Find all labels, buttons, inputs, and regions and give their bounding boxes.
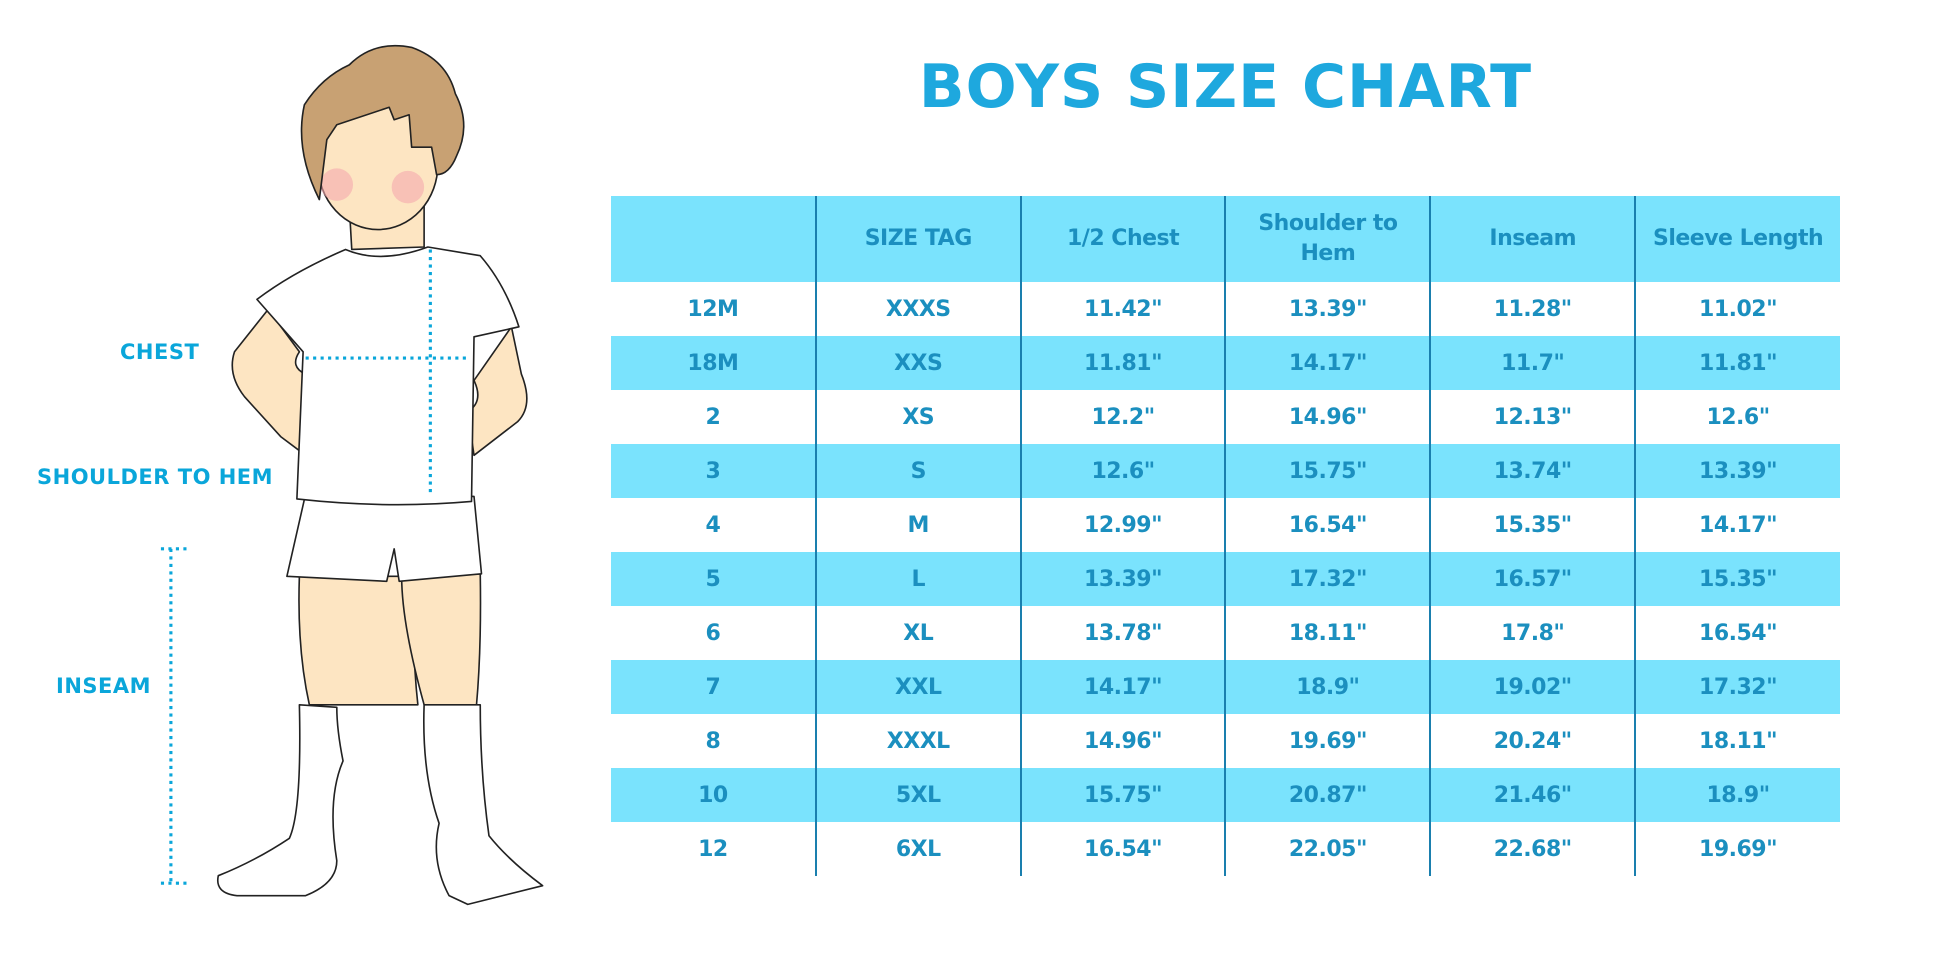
header-cell: SIZE TAG [814,196,1021,282]
table-cell: 8 [705,728,721,754]
table-cell: 22.68" [1429,822,1636,876]
hair [300,44,465,201]
table-cell: 16.54" [1634,606,1840,660]
table-cell: 16.54" [1224,498,1431,552]
header-cell: Inseam [1429,196,1636,282]
header-cell: 1/2 Chest [1019,196,1226,282]
right-arm [466,326,528,457]
t-shirt [256,246,520,506]
table-cell: 18.9" [1224,660,1431,714]
table-cell: 13.39" [1634,444,1840,498]
table-cell: 11.81" [1634,336,1840,390]
table-header-row: SIZE TAG 1/2 Chest Shoulder to Hem Insea… [611,196,1840,282]
table-cell: 10 [611,768,816,822]
table-cell: 12.2" [1019,390,1226,444]
table-row: 18M XXS 11.81" 14.17" 11.7" 11.81" [611,336,1840,390]
table-cell: 11.28" [1429,282,1636,336]
table-cell: 20.24" [1429,714,1636,768]
table-cell: 15.35" [1429,498,1636,552]
table-cell: 13.39" [1019,552,1226,606]
table-cell: 12 [698,836,728,862]
table-cell: 12.6" [1634,390,1840,444]
table-cell: 18.9" [1634,768,1840,822]
table-row: 7 XXL 14.17" 18.9" 19.02" 17.32" [611,660,1840,714]
table-cell: XXXL [814,714,1021,768]
table-cell: 17.32" [1224,552,1431,606]
table-cell: 14.96" [1019,714,1226,768]
table-cell: S [814,444,1021,498]
right-sock [423,703,544,906]
table-cell: 6 [705,620,721,646]
table-cell: 14.17" [1019,660,1226,714]
table-row: 3 S 12.6" 15.75" 13.74" 13.39" [611,444,1840,498]
table-cell: 16.54" [1019,822,1226,876]
table-cell: 21.46" [1429,768,1636,822]
table-cell: 14.96" [1224,390,1431,444]
header-cell: Sleeve Length [1634,196,1840,282]
table-cell: 18.11" [1224,606,1431,660]
table-cell: 19.69" [1224,714,1431,768]
table-cell: 11.7" [1429,336,1636,390]
table-row: 8 XXXL 14.96" 19.69" 20.24" 18.11" [611,714,1840,768]
table-cell: L [814,552,1021,606]
table-cell: 7 [611,660,816,714]
table-cell: M [814,498,1021,552]
table-cell: 11.02" [1634,282,1840,336]
table-cell: 13.39" [1224,282,1431,336]
table-row: 5 L 13.39" 17.32" 16.57" 15.35" [611,552,1840,606]
table-cell: 4 [705,512,721,538]
left-arm [231,308,307,457]
table-cell: 11.42" [1019,282,1226,336]
table-cell: 12.13" [1429,390,1636,444]
table-cell: 17.32" [1634,660,1840,714]
table-cell: 18M [611,336,816,390]
table-cell: XXL [814,660,1021,714]
table-cell: 13.78" [1019,606,1226,660]
left-leg [298,575,419,706]
table-cell: 2 [705,404,721,430]
table-cell: 19.69" [1634,822,1840,876]
chest-label: CHEST [120,340,200,364]
table-row: 2 XS 12.2" 14.96" 12.13" 12.6" [611,390,1840,444]
table-cell: 19.02" [1429,660,1636,714]
table-cell: XXXS [814,282,1021,336]
table-cell: 14.17" [1634,498,1840,552]
size-chart-table: SIZE TAG 1/2 Chest Shoulder to Hem Insea… [611,196,1840,876]
table-cell: 15.75" [1019,768,1226,822]
table-row: 12 6XL 16.54" 22.05" 22.68" 19.69" [611,822,1840,876]
table-cell: 12.6" [1019,444,1226,498]
table-cell: 5 [611,552,816,606]
table-row: 10 5XL 15.75" 20.87" 21.46" 18.9" [611,768,1840,822]
table-cell: 11.81" [1019,336,1226,390]
table-cell: 15.35" [1634,552,1840,606]
table-cell: 18.11" [1634,714,1840,768]
table-cell: 17.8" [1429,606,1636,660]
table-cell: 14.17" [1224,336,1431,390]
table-row: 4 M 12.99" 16.54" 15.35" 14.17" [611,498,1840,552]
boy-measurement-illustration [160,44,544,906]
table-cell: 5XL [814,768,1021,822]
table-row: 6 XL 13.78" 18.11" 17.8" 16.54" [611,606,1840,660]
table-cell: 6XL [814,822,1021,876]
table-cell: XS [814,390,1021,444]
table-cell: 22.05" [1224,822,1431,876]
table-cell: 12M [687,296,739,322]
table-cell: 20.87" [1224,768,1431,822]
table-cell: 3 [611,444,816,498]
shoulder-to-hem-label: SHOULDER TO HEM [37,465,274,489]
table-row: 12M XXXS 11.42" 13.39" 11.28" 11.02" [611,282,1840,336]
header-cell: Shoulder to Hem [1224,196,1431,282]
shorts [286,493,483,583]
inseam-label: INSEAM [56,674,152,698]
table-cell: XL [814,606,1021,660]
table-cell: 13.74" [1429,444,1636,498]
header-cell [611,196,816,282]
left-sock [216,703,344,897]
table-cell: 16.57" [1429,552,1636,606]
page-title: BOYS SIZE CHART [918,52,1533,122]
table-cell: 12.99" [1019,498,1226,552]
table-cell: XXS [814,336,1021,390]
table-cell: 15.75" [1224,444,1431,498]
